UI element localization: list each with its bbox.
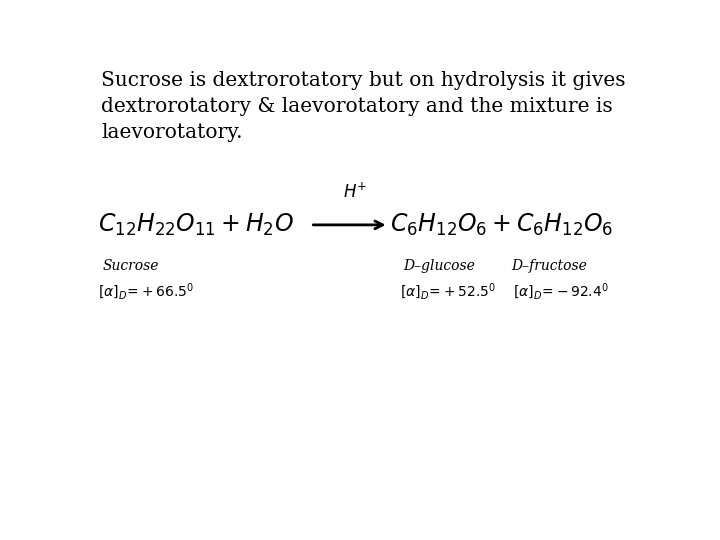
- Text: D–glucose: D–glucose: [404, 259, 475, 273]
- Text: $[\alpha]_D\!=\!-92.4^0$: $[\alpha]_D\!=\!-92.4^0$: [513, 281, 609, 302]
- Text: $\mathit{C}_{6}\mathit{H}_{12}\mathit{O}_{6}+\mathit{C}_{6}\mathit{H}_{12}\mathi: $\mathit{C}_{6}\mathit{H}_{12}\mathit{O}…: [390, 212, 613, 238]
- Text: $\mathit{C}_{12}\mathit{H}_{22}\mathit{O}_{11}+\mathit{H}_{2}\mathit{O}$: $\mathit{C}_{12}\mathit{H}_{22}\mathit{O…: [99, 212, 294, 238]
- Text: Sucrose: Sucrose: [102, 259, 159, 273]
- Text: $[\alpha]_D\!=\!+66.5^0$: $[\alpha]_D\!=\!+66.5^0$: [99, 281, 194, 302]
- Text: Sucrose is dextrorotatory but on hydrolysis it gives
dextrorotatory & laevorotat: Sucrose is dextrorotatory but on hydroly…: [101, 71, 626, 141]
- Text: D–fructose: D–fructose: [511, 259, 588, 273]
- Text: $[\alpha]_D\!=\!+52.5^0$: $[\alpha]_D\!=\!+52.5^0$: [400, 281, 496, 302]
- Text: $\mathit{H}^{+}$: $\mathit{H}^{+}$: [343, 183, 367, 202]
